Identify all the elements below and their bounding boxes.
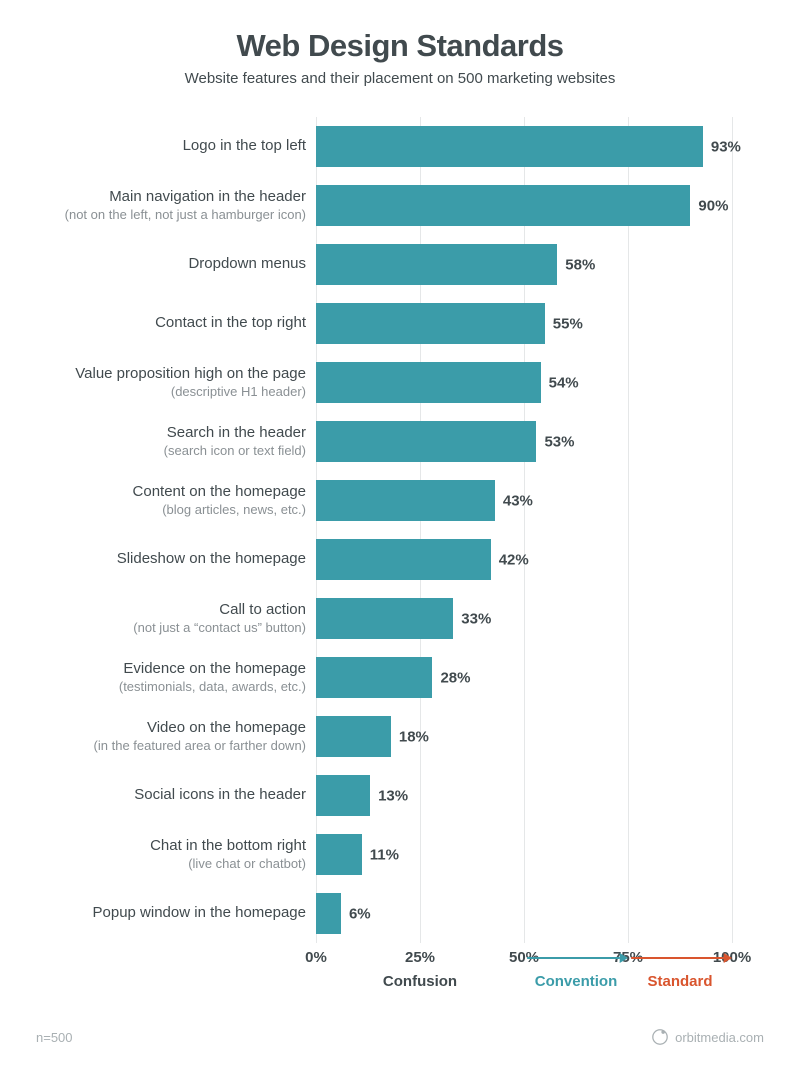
bar-value: 33% <box>453 610 491 627</box>
bar-value: 54% <box>541 374 579 391</box>
bar: 90% <box>316 185 690 226</box>
bar: 13% <box>316 775 370 816</box>
bar: 54% <box>316 362 541 403</box>
bar-value: 90% <box>690 197 728 214</box>
bar-row: Content on the homepage(blog articles, n… <box>316 471 732 530</box>
bar-value: 58% <box>557 256 595 273</box>
bar-label-main: Popup window in the homepage <box>40 904 306 923</box>
bar-label: Content on the homepage(blog articles, n… <box>40 483 316 518</box>
bar-label: Call to action(not just a “contact us” b… <box>40 601 316 636</box>
bar-label: Popup window in the homepage <box>40 904 316 923</box>
bar-value: 42% <box>491 551 529 568</box>
bar-label: Dropdown menus <box>40 255 316 274</box>
bar-label-sub: (in the featured area or farther down) <box>40 738 306 754</box>
bar-row: Slideshow on the homepage42% <box>316 530 732 589</box>
bar-row: Call to action(not just a “contact us” b… <box>316 589 732 648</box>
bar-label-sub: (blog articles, news, etc.) <box>40 502 306 518</box>
x-axis: 0%25%50%75%100%ConfusionConventionStanda… <box>316 943 732 1013</box>
bar-label-sub: (not just a “contact us” button) <box>40 620 306 636</box>
bar-label-main: Dropdown menus <box>40 255 306 274</box>
bar-label-main: Search in the header <box>40 424 306 443</box>
bar-value: 43% <box>495 492 533 509</box>
bar-value: 6% <box>341 905 371 922</box>
bar-value: 11% <box>362 846 399 863</box>
bar-row: Popup window in the homepage6% <box>316 884 732 943</box>
bar-label: Value proposition high on the page(descr… <box>40 365 316 400</box>
bar-row: Social icons in the header13% <box>316 766 732 825</box>
bar-label-main: Slideshow on the homepage <box>40 550 306 569</box>
bar-label: Social icons in the header <box>40 786 316 805</box>
bar: 18% <box>316 716 391 757</box>
bar-label-main: Social icons in the header <box>40 786 306 805</box>
bar-value: 55% <box>545 315 583 332</box>
bar: 33% <box>316 598 453 639</box>
bar: 11% <box>316 834 362 875</box>
footer: n=500 orbitmedia.com <box>36 1028 764 1046</box>
gridline <box>732 117 733 943</box>
bar: 43% <box>316 480 495 521</box>
bar-label-main: Evidence on the homepage <box>40 660 306 679</box>
bar-row: Search in the header(search icon or text… <box>316 412 732 471</box>
zone-label: Confusion <box>383 973 457 990</box>
chart-title: Web Design Standards <box>36 28 764 64</box>
footer-source: orbitmedia.com <box>651 1028 764 1046</box>
bar-label-main: Contact in the top right <box>40 314 306 333</box>
bar-row: Contact in the top right55% <box>316 294 732 353</box>
bar-label: Main navigation in the header(not on the… <box>40 188 316 223</box>
bar-row: Main navigation in the header(not on the… <box>316 176 732 235</box>
bar-label-sub: (live chat or chatbot) <box>40 856 306 872</box>
bar-label-sub: (testimonials, data, awards, etc.) <box>40 679 306 695</box>
bar-row: Value proposition high on the page(descr… <box>316 353 732 412</box>
bar-value: 28% <box>432 669 470 686</box>
x-tick: 0% <box>305 949 327 966</box>
bar-row: Video on the homepage(in the featured ar… <box>316 707 732 766</box>
bar: 6% <box>316 893 341 934</box>
bar-row: Evidence on the homepage(testimonials, d… <box>316 648 732 707</box>
bar-value: 13% <box>370 787 408 804</box>
bar-label-main: Content on the homepage <box>40 483 306 502</box>
bar: 53% <box>316 421 536 462</box>
bar-label-main: Chat in the bottom right <box>40 837 306 856</box>
bar-value: 53% <box>536 433 574 450</box>
zone-arrow <box>628 951 732 965</box>
chart: Logo in the top left93%Main navigation i… <box>36 117 764 943</box>
footer-sample-size: n=500 <box>36 1030 73 1045</box>
bar-label: Video on the homepage(in the featured ar… <box>40 719 316 754</box>
orbit-icon <box>651 1028 669 1046</box>
bar-label: Chat in the bottom right(live chat or ch… <box>40 837 316 872</box>
bar-label: Search in the header(search icon or text… <box>40 424 316 459</box>
bar-label: Contact in the top right <box>40 314 316 333</box>
bar-label-main: Video on the homepage <box>40 719 306 738</box>
bar-label-sub: (not on the left, not just a hamburger i… <box>40 207 306 223</box>
plot-area: Logo in the top left93%Main navigation i… <box>316 117 732 943</box>
bar: 28% <box>316 657 432 698</box>
bar-label-sub: (descriptive H1 header) <box>40 384 306 400</box>
bar-value: 93% <box>703 138 741 155</box>
bar-label-main: Logo in the top left <box>40 137 306 156</box>
bar-label: Logo in the top left <box>40 137 316 156</box>
footer-source-text: orbitmedia.com <box>675 1030 764 1045</box>
zone-arrow <box>524 951 628 965</box>
chart-container: Web Design Standards Website features an… <box>0 0 800 943</box>
zone-label: Convention <box>535 973 618 990</box>
bar-value: 18% <box>391 728 429 745</box>
bar: 42% <box>316 539 491 580</box>
bar-label: Evidence on the homepage(testimonials, d… <box>40 660 316 695</box>
bar: 93% <box>316 126 703 167</box>
bar: 58% <box>316 244 557 285</box>
bar-label-sub: (search icon or text field) <box>40 443 306 459</box>
x-tick: 25% <box>405 949 435 966</box>
zone-label: Standard <box>647 973 712 990</box>
bar-label-main: Main navigation in the header <box>40 188 306 207</box>
bar-label-main: Call to action <box>40 601 306 620</box>
bar-label-main: Value proposition high on the page <box>40 365 306 384</box>
bar: 55% <box>316 303 545 344</box>
bar-label: Slideshow on the homepage <box>40 550 316 569</box>
chart-subtitle: Website features and their placement on … <box>36 70 764 87</box>
bar-row: Chat in the bottom right(live chat or ch… <box>316 825 732 884</box>
bar-row: Dropdown menus58% <box>316 235 732 294</box>
bar-row: Logo in the top left93% <box>316 117 732 176</box>
